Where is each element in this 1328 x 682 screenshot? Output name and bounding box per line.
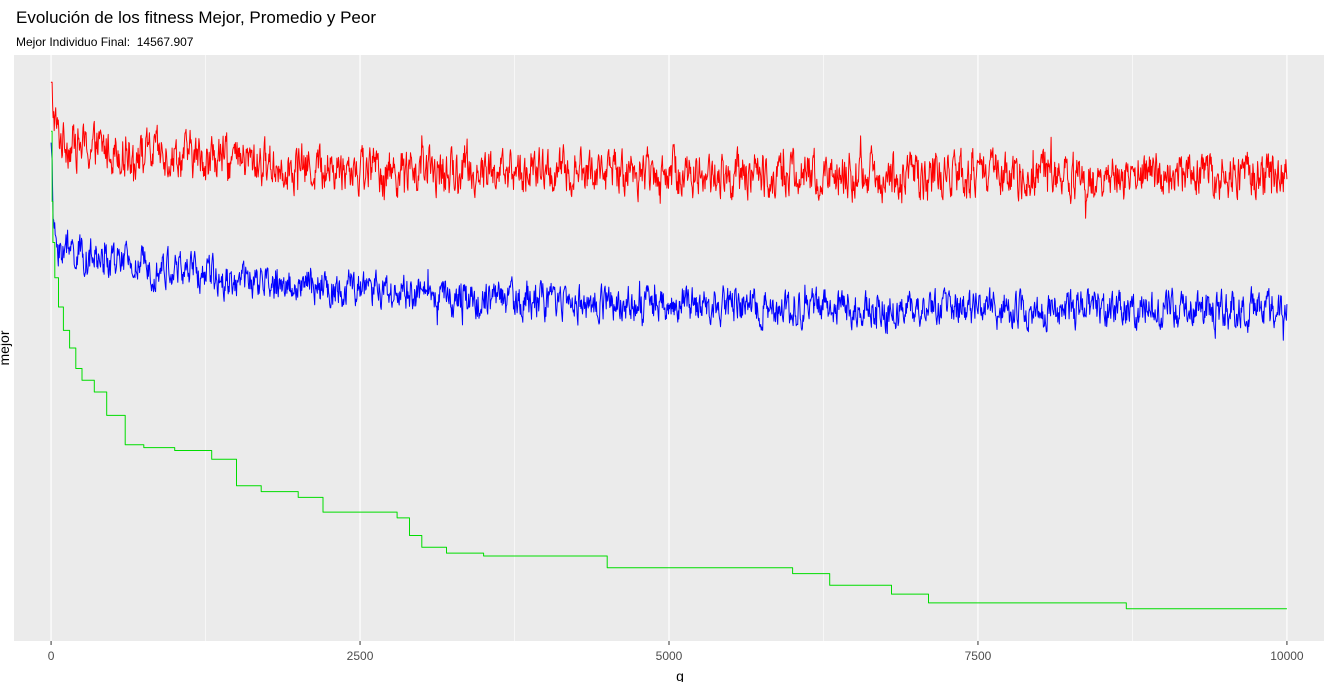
average-fitness-line [50,142,1288,341]
x-tick-label: 2500 [347,649,374,663]
worst-fitness-line [50,81,1288,219]
subtitle-value: 14567.907 [136,35,194,49]
x-tick-label: 5000 [656,649,683,663]
chart-subtitle: Mejor Individuo Final: 14567.907 [16,35,193,49]
x-axis-title: g [676,668,684,682]
x-tick-label: 7500 [965,649,992,663]
gridlines [50,55,1288,641]
x-axis: 0 2500 5000 7500 10000 [48,641,1304,663]
x-tick-label: 0 [48,649,55,663]
x-tick-label: 10000 [1270,649,1304,663]
best-fitness-line [51,130,1287,610]
series-layer [50,81,1288,610]
y-axis-title: mejor [0,330,12,365]
chart-title: Evolución de los fitness Mejor, Promedio… [16,8,377,27]
subtitle-label: Mejor Individuo Final: [16,35,131,49]
